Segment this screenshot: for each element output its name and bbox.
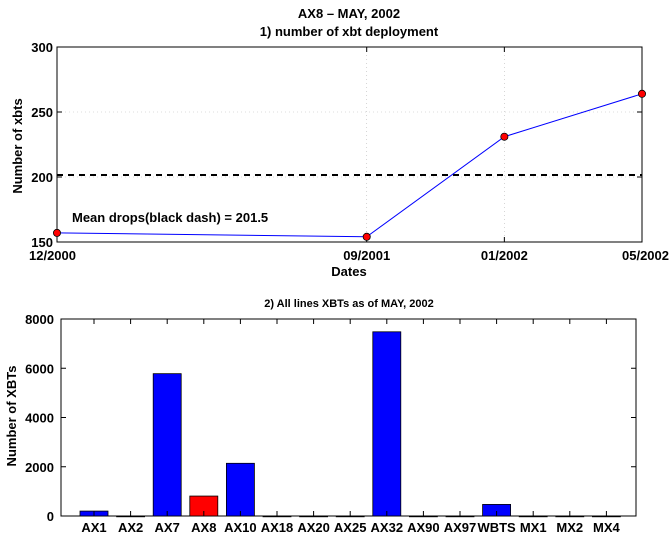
bar-x-tick-label: AX32 [371,520,404,535]
line-x-tick-label: 12/2000 [29,248,76,263]
data-point [362,232,371,241]
bar-mx2 [555,515,585,518]
bar-y-tick-label: 4000 [25,411,54,426]
bar-chart-x-ticks: AX1 AX2 AX7 AX8 AX10 AX18 AX20 AX25 AX32 AX90 AX97… [81,319,621,535]
mean-annotation: Mean drops(black dash) = 201.5 [72,210,268,225]
bar-x-tick-label: MX2 [556,520,583,535]
bar-ax90 [408,515,438,518]
line-chart-grid [57,47,642,242]
line-x-tick-label: 05/2002 [622,248,669,263]
bar-x-tick-label: AX8 [191,520,216,535]
bar-y-tick-label: 0 [47,509,54,524]
bar-ax32 [372,331,402,517]
data-point [53,228,62,237]
bar-x-tick-label: AX97 [444,520,477,535]
data-point [638,89,647,98]
line-y-tick-label: 300 [31,40,53,55]
bar-x-tick-label: AX25 [334,520,367,535]
line-chart-frame [56,46,643,243]
line-chart-y-ticks: 150 200 250 300 [31,40,642,250]
bar-chart-y-label: Number of XBTs [4,366,19,467]
bar-x-tick-label: AX10 [224,520,257,535]
line-chart-subtitle: 1) number of xbt deployment [260,24,439,39]
bar-x-tick-label: MX4 [593,520,621,535]
bar-x-tick-label: MX1 [520,520,547,535]
bar-ax20 [299,515,329,518]
bars [79,331,621,518]
bar-ax7 [152,373,182,517]
bar-chart-y-ticks: 0 2000 4000 6000 8000 [25,312,636,524]
bar-x-tick-label: AX18 [261,520,294,535]
line-x-tick-label: 01/2002 [481,248,528,263]
bar-ax18 [262,515,292,518]
bar-x-tick-label: AX20 [297,520,330,535]
line-y-tick-label: 200 [31,170,53,185]
bar-y-tick-label: 8000 [25,312,54,327]
bar-x-tick-label: AX2 [118,520,143,535]
bar-x-tick-label: AX1 [81,520,106,535]
line-chart-y-label: Number of xbts [10,98,25,193]
line-chart-panel: AX8 – MAY, 2002 1) number of xbt deploym… [10,6,669,279]
bar-ax10 [225,462,255,517]
bar-mx4 [592,515,621,518]
bar-x-tick-label: WBTS [477,520,516,535]
line-y-tick-label: 150 [31,235,53,250]
line-y-tick-label: 250 [31,105,53,120]
bar-x-tick-label: AX7 [155,520,180,535]
bar-y-tick-label: 6000 [25,361,54,376]
bar-y-tick-label: 2000 [25,460,54,475]
bar-ax25 [335,515,365,518]
series-points [53,89,647,241]
line-chart-title: AX8 – MAY, 2002 [298,6,400,21]
bar-ax97 [445,515,475,518]
line-x-tick-label: 09/2001 [343,248,390,263]
bar-chart-panel: 2) All lines XBTs as of MAY, 2002 0 2000 4… [4,298,637,535]
bar-ax2 [116,515,145,518]
bar-x-tick-label: AX90 [407,520,440,535]
bar-chart-title: 2) All lines XBTs as of MAY, 2002 [264,298,434,310]
series-line [56,93,643,238]
data-point [500,132,509,141]
line-chart-x-label: Dates [331,264,366,279]
bar-chart-frame [60,318,637,517]
bar-mx1 [518,515,548,518]
line-chart-x-ticks: 12/2000 09/2001 01/2002 05/2002 [29,47,669,263]
